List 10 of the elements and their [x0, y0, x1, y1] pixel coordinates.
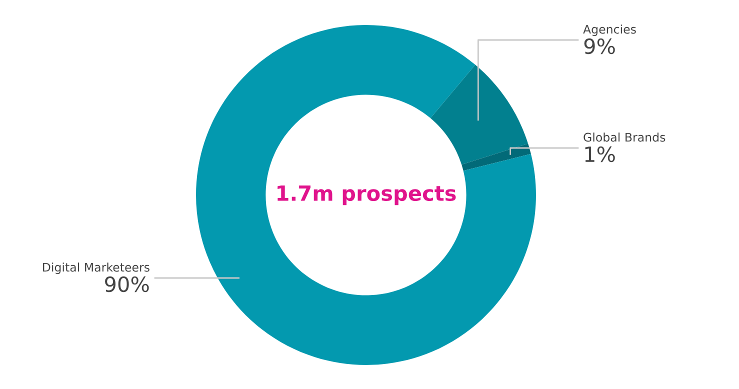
- data-label: 90%: [105, 276, 149, 292]
- slice-label: Digital Marketeers: [43, 262, 150, 274]
- donut-slice: [196, 25, 536, 365]
- text: 1.7m prospects: [278, 186, 456, 206]
- data-label: 1%: [585, 146, 615, 162]
- donut-slice: [430, 64, 528, 165]
- slice-label: Global Brands: [584, 132, 666, 142]
- data-label: 9%: [584, 38, 615, 54]
- donut-slice: [462, 144, 531, 171]
- slice-label: Agencies: [583, 24, 636, 36]
